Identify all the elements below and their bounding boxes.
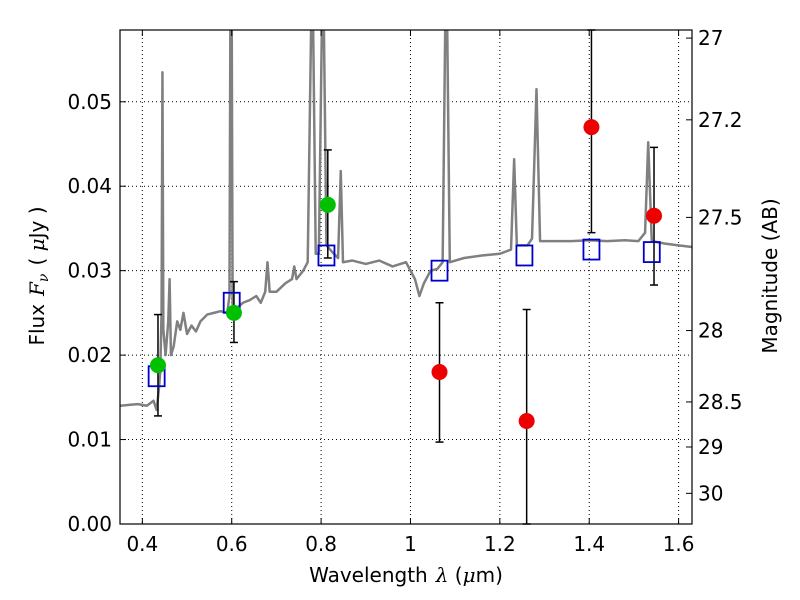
y-tick-label: 0.02	[67, 343, 112, 367]
y-axis-unit-mu: μ	[25, 238, 49, 251]
x-tick-label: 1.6	[663, 532, 695, 556]
x-axis-unit-mu: μ	[463, 563, 476, 587]
y-tick-labels: 0.00 0.01 0.02 0.03 0.04 0.05	[67, 90, 112, 536]
y-axis-label-prefix: Flux	[25, 304, 49, 346]
x-axis-label: Wavelength λ (μm)	[309, 563, 503, 587]
y2-tick-label: 28.5	[698, 390, 743, 414]
x-tick-label: 0.8	[305, 532, 337, 556]
y2-tick-label: 27	[698, 26, 723, 50]
model-box-layer	[147, 238, 661, 388]
x-axis-unit-rest: m)	[476, 563, 503, 587]
spectrum-layer	[120, 30, 692, 412]
x-tick-label: 1	[404, 532, 417, 556]
x-axis-unit-open: (	[448, 563, 462, 587]
plot-frame	[119, 29, 693, 525]
y-axis-symbol-sub: ν	[36, 273, 52, 282]
model-box	[582, 238, 601, 261]
y-axis-unit-rest: Jy )	[25, 206, 49, 240]
x-tick-label: 0.6	[216, 532, 248, 556]
x-axis-symbol: λ	[435, 563, 449, 587]
model-box	[430, 259, 449, 282]
green-point	[225, 304, 242, 321]
model-box	[317, 244, 336, 267]
y-tick-label: 0.01	[67, 428, 112, 452]
x-tick-label: 1.4	[573, 532, 605, 556]
y-tick-label: 0.03	[67, 259, 112, 283]
y2-axis-label: Magnitude (AB)	[758, 198, 782, 353]
y2-tick-label: 30	[698, 481, 723, 505]
y2-tick-label: 27.2	[698, 108, 743, 132]
y2-tick-labels: 27 27.2 27.5 28 28.5 29 30	[698, 26, 743, 505]
point-layer	[149, 119, 663, 429]
x-tick-label: 1.2	[484, 532, 516, 556]
x-tick-labels: 0.4 0.6 0.8 1 1.2 1.4 1.6	[126, 532, 694, 556]
y-axis-symbol: F	[25, 281, 49, 297]
x-tick-label: 0.4	[126, 532, 158, 556]
green-point	[319, 196, 336, 213]
red-point	[518, 412, 535, 429]
tick-marks	[120, 30, 692, 525]
red-point	[583, 119, 600, 136]
grid-lines	[120, 30, 692, 525]
green-point	[149, 357, 166, 374]
model-box	[515, 244, 534, 267]
spectrum-line	[120, 30, 692, 412]
y-axis-label: Flux Fν ( μJy )	[25, 206, 52, 345]
y-tick-label: 0.05	[67, 90, 112, 114]
y-tick-label: 0.00	[67, 512, 112, 536]
model-box	[642, 241, 661, 263]
x-axis-label-text: Wavelength	[309, 563, 428, 587]
y-tick-label: 0.04	[67, 174, 112, 198]
red-point	[431, 364, 448, 380]
y2-tick-label: 28	[698, 319, 723, 343]
y2-tick-label: 27.5	[698, 205, 743, 229]
y2-tick-label: 29	[698, 435, 723, 459]
y-axis-unit-open: (	[25, 251, 49, 265]
red-point	[646, 207, 663, 224]
